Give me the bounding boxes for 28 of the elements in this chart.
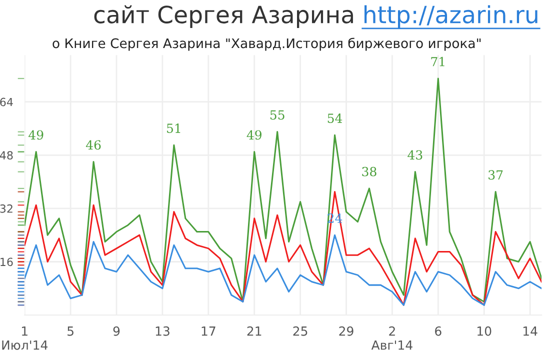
- x-tick-label: 2 Авг'14: [371, 326, 412, 350]
- y-tick-label: 16: [0, 258, 13, 266]
- x-tick-label: 5: [68, 326, 74, 336]
- x-tick-label: 9: [113, 326, 120, 336]
- chart-subtitle: о Книге Сергея Азарина "Хавард.История биржевого игрока": [52, 38, 481, 51]
- x-tick-label: 13: [156, 326, 170, 336]
- data-label: 55: [270, 110, 284, 120]
- data-label: 37: [488, 170, 503, 180]
- x-tick-label: 29: [339, 326, 354, 336]
- data-label: 51: [167, 124, 180, 133]
- data-label: 43: [408, 150, 422, 160]
- x-tick-label: 10: [478, 326, 492, 336]
- x-tick-label: 6: [435, 326, 442, 336]
- data-label: 71: [431, 56, 444, 66]
- data-label: 49: [28, 130, 44, 140]
- chart-title: сайт Сергея Азарина http://azarin.ru: [94, 5, 538, 28]
- data-label: 54: [328, 114, 342, 123]
- data-label: 38: [362, 166, 376, 176]
- data-label: 49: [246, 130, 262, 140]
- x-tick-label: 21: [247, 326, 262, 336]
- x-tick-label: 1 Июл'14: [2, 326, 48, 350]
- y-tick-label: 32: [0, 204, 12, 213]
- x-tick-label: 14: [523, 326, 538, 336]
- data-label: 46: [86, 140, 101, 150]
- y-tick-label: 64: [0, 98, 13, 106]
- y-tick-label: 48: [0, 151, 13, 160]
- x-tick-label: 17: [202, 326, 216, 336]
- x-tick-label: 25: [293, 326, 308, 336]
